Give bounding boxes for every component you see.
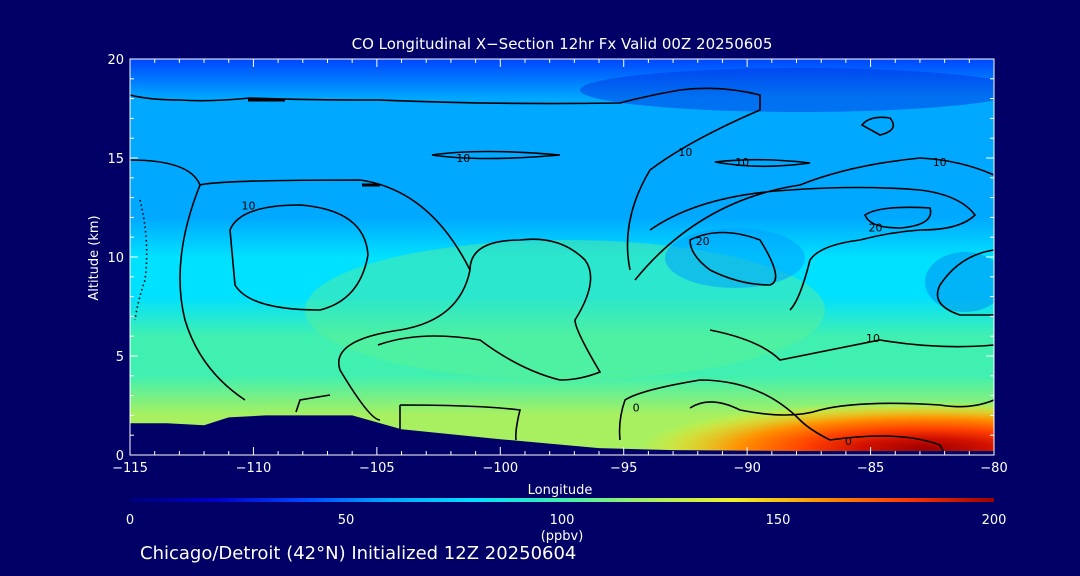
colorbar-tick-label: 100 xyxy=(550,513,575,528)
x-tick-label: −95 xyxy=(610,461,637,476)
contour-line xyxy=(634,157,994,281)
y-axis: 0 5 10 15 20 xyxy=(107,53,994,464)
co-upper-low xyxy=(580,68,994,112)
contour-line xyxy=(689,231,777,286)
contour-label: 10 xyxy=(866,332,880,345)
x-axis-label: Longitude xyxy=(528,483,593,498)
x-axis: −115 −110 −105 −100 −95 −90 −85 −80 xyxy=(112,59,1008,476)
colorbar-tick-label: 50 xyxy=(338,513,355,528)
contour-line xyxy=(649,186,977,311)
y-tick-label: 5 xyxy=(116,350,124,365)
contour-label: 20 xyxy=(869,221,883,234)
contour-line xyxy=(295,394,331,413)
x-tick-label: −85 xyxy=(857,461,884,476)
y-tick-label: 20 xyxy=(107,53,124,68)
x-tick-label: −105 xyxy=(359,461,395,476)
contour-line xyxy=(377,238,602,381)
x-tick-label: −90 xyxy=(733,461,760,476)
colorbar-ticks: 0 50 100 150 200 xyxy=(126,513,1007,528)
chart-title: CO Longitudinal X−Section 12hr Fx Valid … xyxy=(351,35,773,53)
x-tick-label: −80 xyxy=(980,461,1007,476)
contour-labels: 10 10 10 10 10 20 20 10 0 0 xyxy=(242,146,947,448)
terrain-mask xyxy=(130,415,994,455)
contour-line xyxy=(229,204,369,311)
colorbar xyxy=(130,498,994,502)
contour-line xyxy=(431,150,561,160)
contour-label: 10 xyxy=(242,200,256,213)
x-tick-label: −115 xyxy=(112,461,148,476)
contour-lines xyxy=(130,87,994,455)
x-tick-label: −110 xyxy=(236,461,272,476)
contour-line xyxy=(130,87,761,271)
colorbar-tick-label: 200 xyxy=(982,513,1007,528)
contour-line xyxy=(130,159,246,401)
contour-label: 0 xyxy=(845,435,852,448)
contour-line xyxy=(829,435,946,455)
contour-label: 10 xyxy=(735,156,749,169)
y-tick-label: 15 xyxy=(107,152,124,167)
colorbar-tick-label: 0 xyxy=(126,513,134,528)
y-tick-label: 0 xyxy=(116,449,124,464)
y-axis-label: Altitude (km) xyxy=(87,215,102,300)
contour-line xyxy=(199,179,471,421)
y-tick-label: 10 xyxy=(107,251,124,266)
contour-line xyxy=(860,116,895,136)
contour-line xyxy=(714,158,811,168)
colorbar-tick-label: 150 xyxy=(766,513,791,528)
contour-line xyxy=(689,399,994,416)
contour-label: 10 xyxy=(678,146,692,159)
contour-label: 10 xyxy=(933,156,947,169)
contour-label: 0 xyxy=(633,402,640,415)
co-upper-minimum xyxy=(665,228,805,288)
contour-line xyxy=(134,199,148,321)
footer-caption: Chicago/Detroit (42°N) Initialized 12Z 2… xyxy=(140,543,577,564)
contour-line xyxy=(618,379,831,441)
contour-line xyxy=(936,249,994,316)
co-field xyxy=(130,59,994,455)
contour-line xyxy=(864,206,932,229)
contour-label: 20 xyxy=(696,235,710,248)
co-east-minimum xyxy=(925,252,994,312)
contour-line xyxy=(709,329,994,361)
plot-area: 10 10 10 10 10 20 20 10 0 0 xyxy=(130,59,994,455)
contour-label: 10 xyxy=(456,152,470,165)
colorbar-label: (ppbv) xyxy=(541,529,584,544)
x-tick-label: −100 xyxy=(482,461,518,476)
